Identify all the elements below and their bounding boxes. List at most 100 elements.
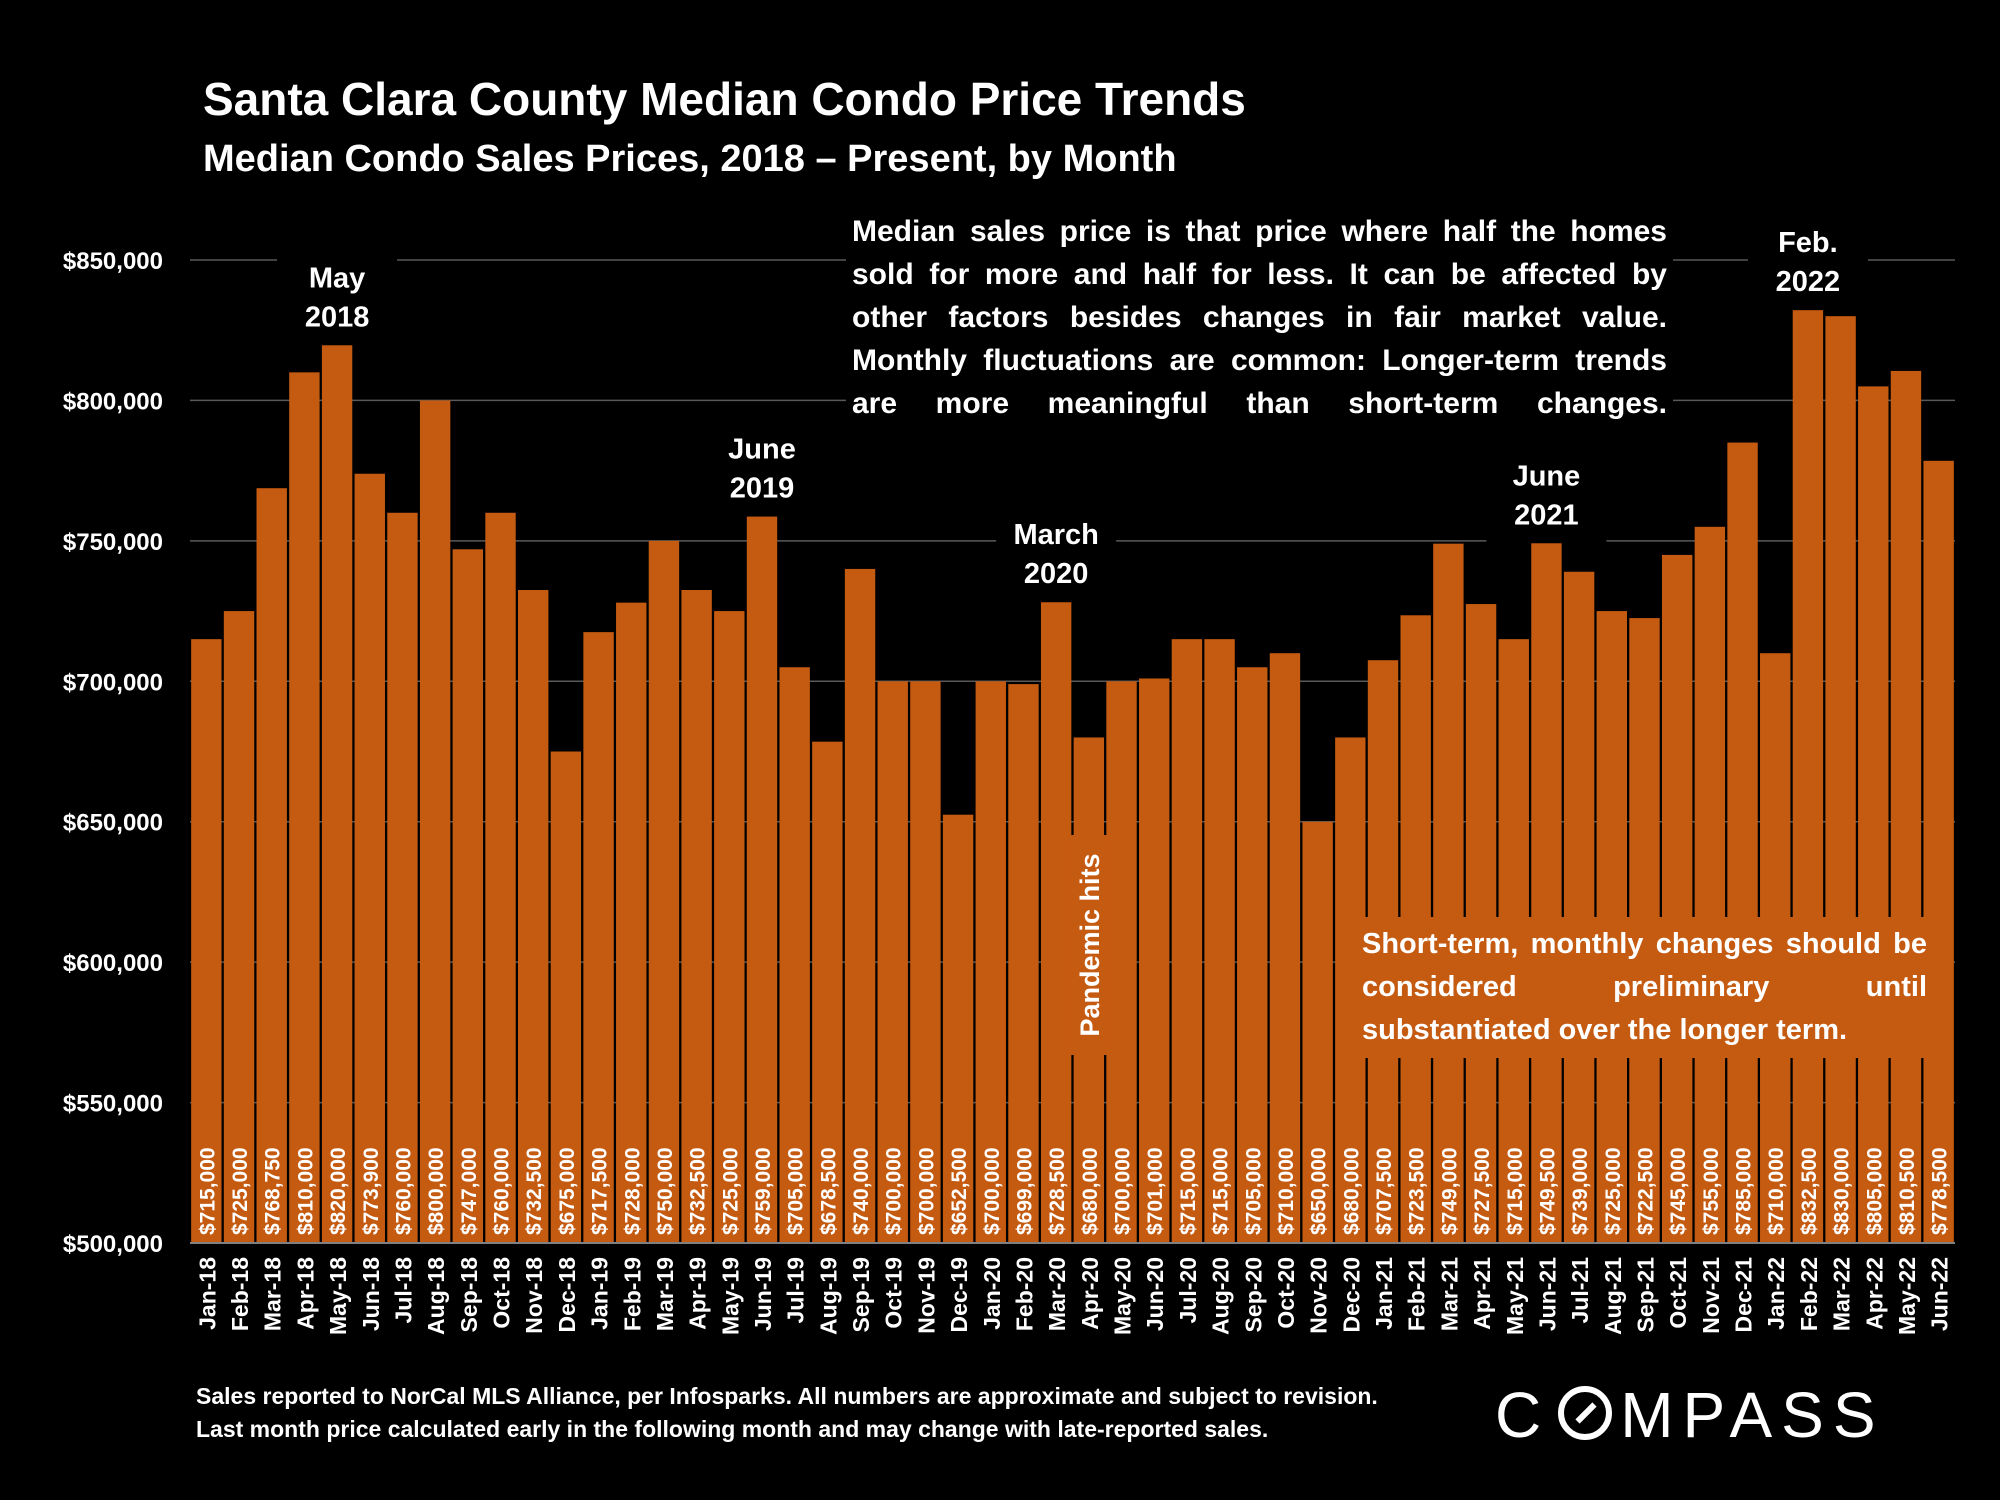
chart-title: Santa Clara County Median Condo Price Tr…: [203, 73, 1246, 125]
logo-letters-mpass: MPASS: [1620, 1379, 1885, 1451]
bar-value-label: $820,000: [327, 1147, 350, 1235]
x-tick-label: May-20: [1110, 1257, 1136, 1335]
footnote-line-2: Last month price calculated early in the…: [196, 1416, 1269, 1442]
bar: [1727, 442, 1758, 1243]
x-tick-label: Jul-18: [390, 1257, 416, 1324]
x-tick-label: Sep-19: [848, 1257, 874, 1332]
bar-value-label: $717,500: [589, 1147, 612, 1235]
x-tick-label: Nov-20: [1306, 1257, 1332, 1334]
bar: [517, 590, 549, 1243]
bar: [1302, 821, 1333, 1243]
x-tick-label: Nov-18: [521, 1257, 547, 1334]
annotation-background: [996, 510, 1117, 603]
logo-letter-c: C: [1495, 1379, 1551, 1451]
bar-value-label: $705,000: [785, 1147, 808, 1235]
bar-value-label: $675,000: [556, 1147, 579, 1235]
bar-value-label: $759,000: [752, 1147, 775, 1235]
annotation-label: 2020: [1024, 558, 1089, 590]
bar-value-label: $760,000: [392, 1147, 415, 1235]
y-tick-label: $550,000: [63, 1091, 163, 1118]
x-tick-label: Jan-19: [587, 1257, 613, 1330]
x-tick-label: Feb-18: [227, 1257, 253, 1331]
x-tick-label: Feb-21: [1404, 1257, 1430, 1331]
annotation-label: 2019: [730, 473, 795, 505]
y-tick-label: $800,000: [63, 388, 163, 415]
annotation-label: March: [1013, 519, 1098, 551]
bar-value-label: $732,500: [523, 1147, 546, 1235]
x-tick-label: Dec-19: [946, 1257, 972, 1332]
x-tick-label: Nov-21: [1698, 1257, 1724, 1334]
bar: [1204, 639, 1235, 1243]
x-tick-label: Feb-20: [1011, 1257, 1037, 1331]
x-tick-label: Jun-21: [1534, 1257, 1560, 1331]
bar-value-label: $700,000: [883, 1147, 906, 1235]
x-tick-label: Jul-21: [1567, 1257, 1593, 1324]
bar: [321, 344, 353, 1243]
bar-value-label: $710,000: [1275, 1147, 1298, 1235]
y-tick-label: $700,000: [63, 669, 163, 696]
bar: [779, 667, 810, 1243]
pandemic-note-background: [1068, 835, 1109, 1055]
bar: [1923, 460, 1954, 1243]
x-tick-label: Oct-21: [1665, 1257, 1691, 1329]
bar: [289, 372, 320, 1243]
x-tick-label: Aug-20: [1208, 1257, 1234, 1335]
x-tick-label: May-18: [325, 1257, 351, 1335]
x-tick-label: Feb-19: [619, 1257, 645, 1331]
x-tick-label: Jul-20: [1175, 1257, 1201, 1323]
x-tick-label: Mar-22: [1829, 1257, 1855, 1331]
bar-value-label: $725,000: [719, 1147, 742, 1235]
bar: [1694, 526, 1726, 1243]
x-tick-label: Apr-19: [685, 1257, 711, 1330]
median-explanation-note: Median sales price is that price where h…: [846, 210, 1673, 425]
annotation-label: 2021: [1514, 499, 1579, 531]
bar: [1531, 542, 1562, 1243]
bar-value-label: $652,500: [948, 1147, 971, 1235]
bar-value-label: $745,000: [1667, 1147, 1690, 1235]
bar: [1825, 316, 1856, 1244]
bar-value-label: $810,000: [294, 1147, 317, 1235]
bar-value-label: $778,500: [1929, 1147, 1952, 1235]
bar-value-label: $722,500: [1634, 1147, 1657, 1235]
bar-value-label: $700,000: [1112, 1147, 1135, 1235]
annotation-label: June: [728, 434, 796, 466]
bar: [812, 741, 843, 1243]
bar-value-label: $749,500: [1536, 1147, 1559, 1235]
x-tick-label: Jun-20: [1142, 1257, 1168, 1331]
y-axis: $500,000 $550,000 $600,000 $650,000 $700,000…: [63, 248, 163, 1258]
bar-value-label: $715,000: [1210, 1147, 1233, 1235]
annotation-background: [277, 253, 398, 346]
bar-value-label: $785,000: [1733, 1147, 1756, 1235]
x-tick-label: Nov-19: [913, 1257, 939, 1334]
bar: [1139, 678, 1170, 1243]
bar-value-label: $810,500: [1896, 1147, 1919, 1235]
annotation-background: [1486, 451, 1607, 544]
x-tick-label: Jan-18: [194, 1257, 220, 1330]
bar-value-label: $773,900: [360, 1147, 383, 1235]
x-tick-label: Dec-21: [1731, 1257, 1757, 1333]
footnote-line-1: Sales reported to NorCal MLS Alliance, p…: [196, 1383, 1378, 1409]
bars: $715,000 $725,000 $768,750 $810,000 $820,000…: [191, 309, 1954, 1244]
source-footnote: Sales reported to NorCal MLS Alliance, p…: [196, 1380, 1378, 1446]
bar-value-label: $732,500: [687, 1147, 710, 1235]
x-tick-label: Jun-19: [750, 1257, 776, 1331]
bar: [1858, 386, 1889, 1243]
annotation-label: June: [1513, 460, 1581, 492]
bar-value-label: $700,000: [981, 1147, 1004, 1235]
bar-value-label: $707,500: [1373, 1147, 1396, 1235]
bar-value-label: $747,000: [458, 1147, 481, 1235]
y-tick-label: $600,000: [63, 950, 163, 977]
bar: [1433, 543, 1464, 1243]
x-axis: Jan-18 Feb-18 Mar-18 Apr-18 May-18 Jun-18 Jul-…: [190, 1242, 1955, 1335]
x-tick-label: Dec-18: [554, 1257, 580, 1333]
x-tick-label: Oct-20: [1273, 1257, 1299, 1329]
x-tick-label: Apr-21: [1469, 1257, 1495, 1330]
bar-value-label: $725,000: [229, 1147, 252, 1235]
bar: [191, 639, 222, 1243]
preliminary-note: Short-term, monthly changes should be co…: [1344, 917, 1945, 1058]
x-tick-label: Mar-19: [652, 1257, 678, 1331]
bar-value-label: $728,000: [621, 1147, 644, 1235]
annotation-background: [701, 424, 822, 517]
bar: [746, 515, 778, 1243]
annotation-label: 2018: [305, 301, 370, 333]
